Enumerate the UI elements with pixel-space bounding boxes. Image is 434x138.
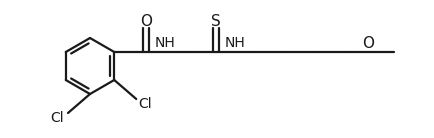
Text: NH: NH <box>225 36 246 50</box>
Text: O: O <box>362 35 374 51</box>
Text: S: S <box>211 14 221 29</box>
Text: O: O <box>140 14 152 29</box>
Text: Cl: Cl <box>138 97 152 111</box>
Text: Cl: Cl <box>50 111 64 125</box>
Text: NH: NH <box>155 36 176 50</box>
